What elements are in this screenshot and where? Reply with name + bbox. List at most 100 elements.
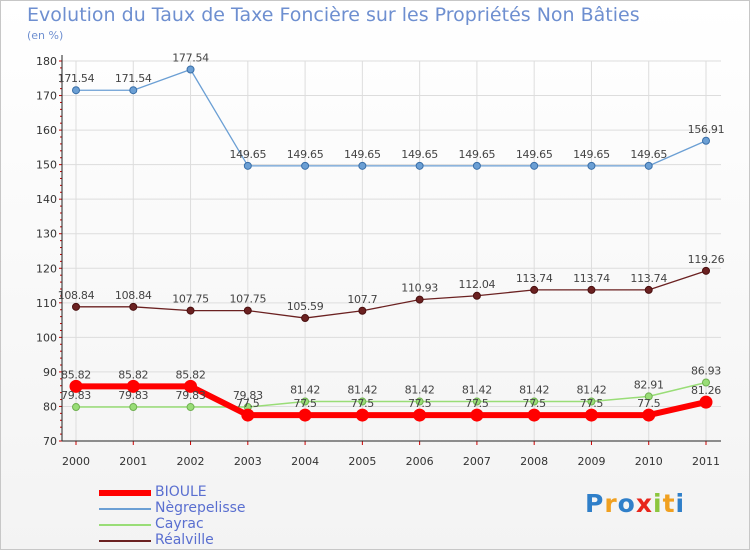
y-tick-label: 110: [36, 297, 57, 310]
y-tick-label: 80: [43, 400, 57, 413]
data-point-bjoule: [126, 379, 140, 393]
y-tick-label: 150: [36, 159, 57, 172]
data-point-realville: [415, 295, 424, 304]
x-tick-label: 2006: [406, 455, 434, 468]
data-label-realville: 105.59: [287, 300, 324, 313]
data-label-bjoule: 77.5: [637, 397, 661, 410]
data-label-negrepelisse: 149.65: [401, 148, 438, 161]
data-label-cayrac: 81.42: [576, 384, 606, 397]
y-tick-label: 70: [43, 435, 57, 448]
data-label-realville: 107.7: [347, 293, 377, 306]
data-point-cayrac: [587, 397, 596, 406]
data-label-bjoule: 77.5: [351, 397, 375, 410]
data-label-realville: 108.84: [58, 289, 95, 302]
logo-letter: x: [635, 489, 653, 518]
data-point-realville: [358, 306, 367, 315]
legend-label-negrepelisse: Nègrepelisse: [155, 500, 246, 516]
data-point-bjoule: [470, 408, 484, 422]
data-label-negrepelisse: 149.65: [287, 148, 324, 161]
legend-swatch-cayrac: [99, 524, 151, 526]
series-line-bjoule: [76, 383, 707, 419]
data-label-negrepelisse: 149.65: [229, 148, 266, 161]
data-point-negrepelisse: [186, 65, 195, 74]
legend-item-negrepelisse: Nègrepelisse: [99, 500, 299, 517]
data-label-cayrac: 82.91: [634, 378, 664, 391]
data-label-negrepelisse: 149.65: [630, 148, 667, 161]
x-tick-label: 2009: [577, 455, 605, 468]
legend-swatch-realville: [99, 540, 151, 542]
data-point-bjoule: [69, 379, 83, 393]
x-tick-label: 2004: [291, 455, 319, 468]
data-label-cayrac: 81.42: [519, 384, 549, 397]
data-label-bjoule: 77.5: [236, 397, 260, 410]
x-tick-label: 2011: [692, 455, 720, 468]
data-point-bjoule: [642, 408, 656, 422]
data-point-negrepelisse: [587, 161, 596, 170]
data-label-realville: 113.74: [516, 272, 553, 285]
data-label-cayrac: 79.83: [176, 389, 206, 402]
data-label-realville: 113.74: [573, 272, 610, 285]
data-label-bjoule: 85.82: [61, 368, 91, 381]
x-tick-label: 2008: [520, 455, 548, 468]
data-label-realville: 113.74: [630, 272, 667, 285]
data-point-realville: [129, 302, 138, 311]
data-label-cayrac: 79.83: [118, 389, 148, 402]
legend-item-cayrac: Cayrac: [99, 516, 299, 533]
data-point-bjoule: [584, 408, 598, 422]
legend-swatch-negrepelisse: [99, 508, 151, 510]
data-point-bjoule: [527, 408, 541, 422]
legend-swatch-bjoule: [99, 490, 151, 496]
data-label-cayrac: 79.83: [61, 389, 91, 402]
data-point-cayrac: [301, 397, 310, 406]
x-tick-label: 2010: [635, 455, 663, 468]
data-label-negrepelisse: 171.54: [115, 72, 152, 85]
legend: BIOULE Nègrepelisse Cayrac Réalville: [99, 484, 299, 549]
legend-item-realville: Réalville: [99, 532, 299, 549]
x-tick-label: 2000: [62, 455, 90, 468]
data-point-cayrac: [472, 397, 481, 406]
y-tick-label: 170: [36, 90, 57, 103]
data-point-realville: [72, 302, 80, 311]
logo-letter: i: [653, 489, 663, 518]
series-line-cayrac: [76, 381, 707, 408]
data-point-realville: [472, 291, 481, 300]
data-point-negrepelisse: [530, 161, 539, 170]
data-point-realville: [702, 266, 710, 275]
logo-letter: i: [675, 489, 686, 518]
logo-letter: P: [585, 489, 605, 518]
data-point-bjoule: [298, 408, 312, 422]
data-point-realville: [644, 285, 653, 294]
data-point-bjoule: [699, 395, 713, 409]
data-point-cayrac: [72, 403, 80, 412]
chart-title: Evolution du Taux de Taxe Foncière sur l…: [27, 4, 640, 26]
data-point-cayrac: [358, 397, 367, 406]
logo-letter: t: [662, 489, 676, 518]
data-point-realville: [243, 306, 252, 315]
data-point-cayrac: [644, 392, 653, 401]
y-tick-label: 180: [36, 55, 57, 68]
data-point-realville: [186, 306, 195, 315]
data-label-negrepelisse: 149.65: [573, 148, 610, 161]
data-label-cayrac: 81.42: [405, 384, 435, 397]
data-point-bjoule: [184, 379, 198, 393]
data-point-negrepelisse: [358, 161, 367, 170]
y-tick-label: 140: [36, 193, 57, 206]
y-tick-label: 160: [36, 124, 57, 137]
data-label-negrepelisse: 171.54: [58, 72, 95, 85]
data-label-bjoule: 77.5: [580, 397, 604, 410]
data-point-negrepelisse: [301, 161, 310, 170]
data-label-bjoule: 77.5: [408, 397, 432, 410]
y-tick-label: 130: [36, 228, 57, 241]
data-label-bjoule: 85.82: [118, 368, 148, 381]
logo-letter: o: [617, 489, 636, 518]
y-tick-label: 90: [43, 366, 57, 379]
data-label-cayrac: 81.42: [290, 384, 320, 397]
legend-label-bjoule: BIOULE: [155, 484, 207, 500]
data-point-cayrac: [186, 403, 195, 412]
legend-label-cayrac: Cayrac: [155, 516, 204, 532]
unit-label: (en %): [27, 29, 64, 42]
data-point-bjoule: [413, 408, 427, 422]
proxiti-logo: Proxiti: [585, 489, 685, 518]
